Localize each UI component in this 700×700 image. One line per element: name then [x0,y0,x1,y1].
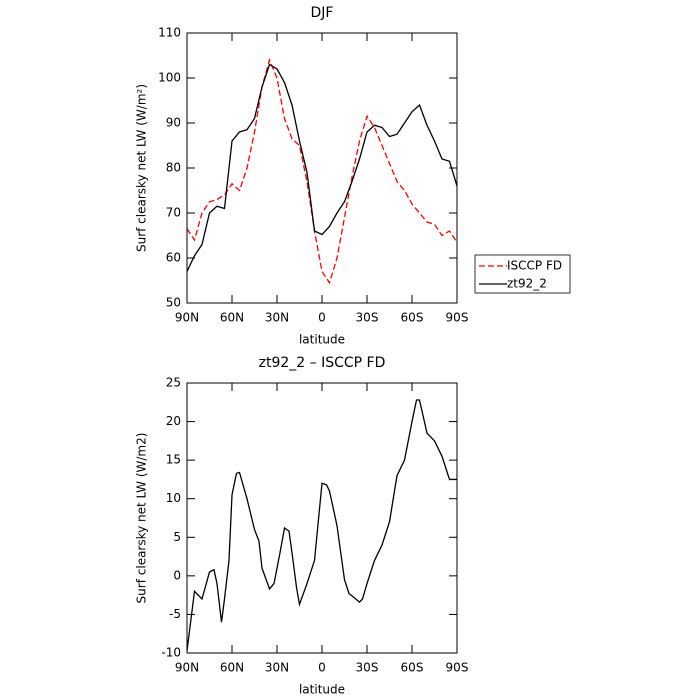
y-tick-label: 110 [158,26,181,40]
y-tick-label: 70 [166,206,181,220]
series-line [186,63,458,272]
x-tick-label: 0 [318,311,326,325]
x-tick-label: 30S [356,311,379,325]
x-tick-label: 90N [175,661,199,675]
series-line [186,58,458,285]
x-tick-label: 90N [175,311,199,325]
chart-title: DJF [311,5,334,21]
y-tick-label: 25 [166,376,181,390]
y-tick-label: 90 [166,116,181,130]
y-tick-label: 15 [166,453,181,467]
x-tick-label: 60S [401,661,424,675]
x-tick-label: 90S [446,661,469,675]
legend-label: zt92_2 [507,277,547,291]
y-tick-label: 5 [173,530,181,544]
y-tick-label: 60 [166,251,181,265]
y-tick-label: 100 [158,71,181,85]
legend-box [474,254,571,294]
y-tick-label: 80 [166,161,181,175]
y-tick-label: 0 [173,568,181,582]
y-axis-label: Surf clearsky net LW (W/m2) [135,433,149,604]
x-axis-label: latitude [299,683,345,697]
plot-frame [186,382,458,654]
y-tick-label: -5 [169,607,181,621]
y-tick-label: -10 [161,646,181,660]
x-tick-label: 90S [446,311,469,325]
x-tick-label: 60S [401,311,424,325]
chart-title: zt92_2 – ISCCP FD [259,355,386,371]
x-tick-label: 60N [220,661,244,675]
y-tick-label: 50 [166,296,181,310]
x-tick-label: 30S [356,661,379,675]
series-line [186,399,457,651]
x-tick-label: 60N [220,311,244,325]
x-tick-label: 0 [318,661,326,675]
x-tick-label: 30N [265,661,289,675]
y-axis-label: Surf clearsky net LW (W/m²) [135,84,149,252]
x-axis-label: latitude [299,333,345,347]
y-tick-label: 20 [166,414,181,428]
y-tick-label: 10 [166,491,181,505]
legend-label: ISCCP FD [507,259,562,273]
x-tick-label: 30N [265,311,289,325]
plot-frame [186,32,458,304]
